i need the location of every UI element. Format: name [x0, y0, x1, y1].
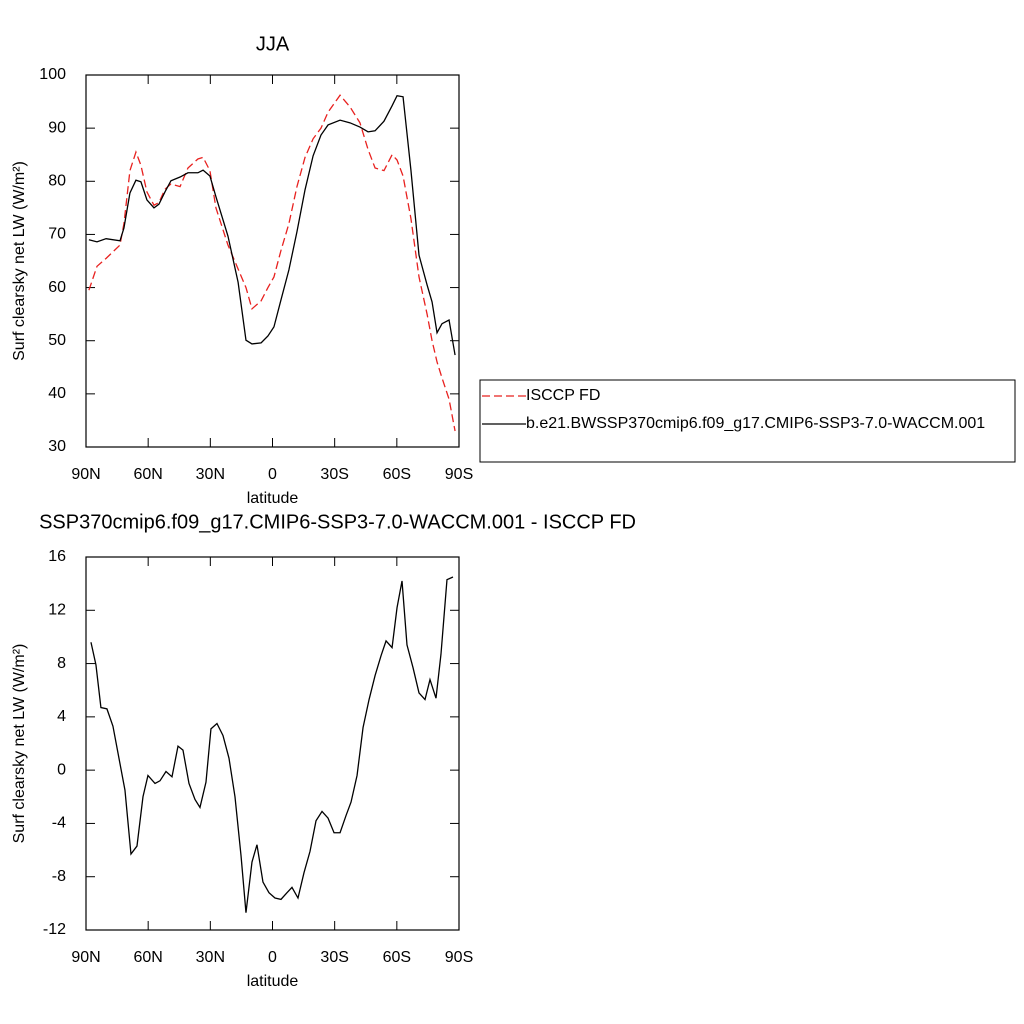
- x-tick-label: 90S: [445, 949, 473, 966]
- y-tick-label: -4: [52, 815, 66, 832]
- chart-title: SSP370cmip6.f09_g17.CMIP6-SSP3-7.0-WACCM…: [39, 511, 636, 533]
- legend-box: [479, 379, 1016, 463]
- x-tick-label: 30N: [196, 466, 225, 483]
- x-tick-label: 90S: [445, 466, 473, 483]
- y-tick-label: 80: [48, 173, 66, 190]
- x-axis-label: latitude: [247, 490, 299, 507]
- y-tick-label: 8: [57, 655, 66, 672]
- y-tick-label: 12: [48, 602, 66, 619]
- plot-frame: [85, 74, 460, 448]
- x-tick-label: 0: [268, 466, 277, 483]
- legend-label: b.e21.BWSSP370cmip6.f09_g17.CMIP6-SSP3-7…: [526, 415, 985, 432]
- x-tick-label: 60N: [133, 949, 162, 966]
- y-tick-label: 60: [48, 279, 66, 296]
- data-line: [88, 94, 456, 432]
- y-tick-label: 70: [48, 226, 66, 243]
- y-tick-label: 0: [57, 761, 66, 778]
- y-tick-label: 4: [57, 708, 66, 725]
- plot-frame: [85, 556, 460, 931]
- data-line: [90, 576, 454, 913]
- y-tick-label: 90: [48, 119, 66, 136]
- y-tick-label: -8: [52, 868, 66, 885]
- y-tick-label: 16: [48, 548, 66, 565]
- x-tick-label: 30S: [320, 949, 348, 966]
- y-tick-label: 100: [39, 66, 66, 83]
- x-tick-label: 30S: [320, 466, 348, 483]
- chart-title: JJA: [256, 33, 290, 55]
- x-axis-label: latitude: [247, 973, 299, 990]
- x-tick-label: 90N: [71, 949, 100, 966]
- x-tick-label: 30N: [196, 949, 225, 966]
- legend-label: ISCCP FD: [526, 387, 600, 404]
- y-axis-label: Surf clearsky net LW (W/m²): [11, 644, 28, 844]
- x-tick-label: 60S: [383, 466, 411, 483]
- y-tick-label: 50: [48, 332, 66, 349]
- y-tick-label: 40: [48, 385, 66, 402]
- x-tick-label: 0: [268, 949, 277, 966]
- x-tick-label: 60S: [383, 949, 411, 966]
- data-line: [88, 95, 456, 356]
- y-axis-label: Surf clearsky net LW (W/m²): [11, 161, 28, 361]
- x-tick-label: 60N: [133, 466, 162, 483]
- x-tick-label: 90N: [71, 466, 100, 483]
- y-tick-label: -12: [43, 921, 66, 938]
- y-tick-label: 30: [48, 438, 66, 455]
